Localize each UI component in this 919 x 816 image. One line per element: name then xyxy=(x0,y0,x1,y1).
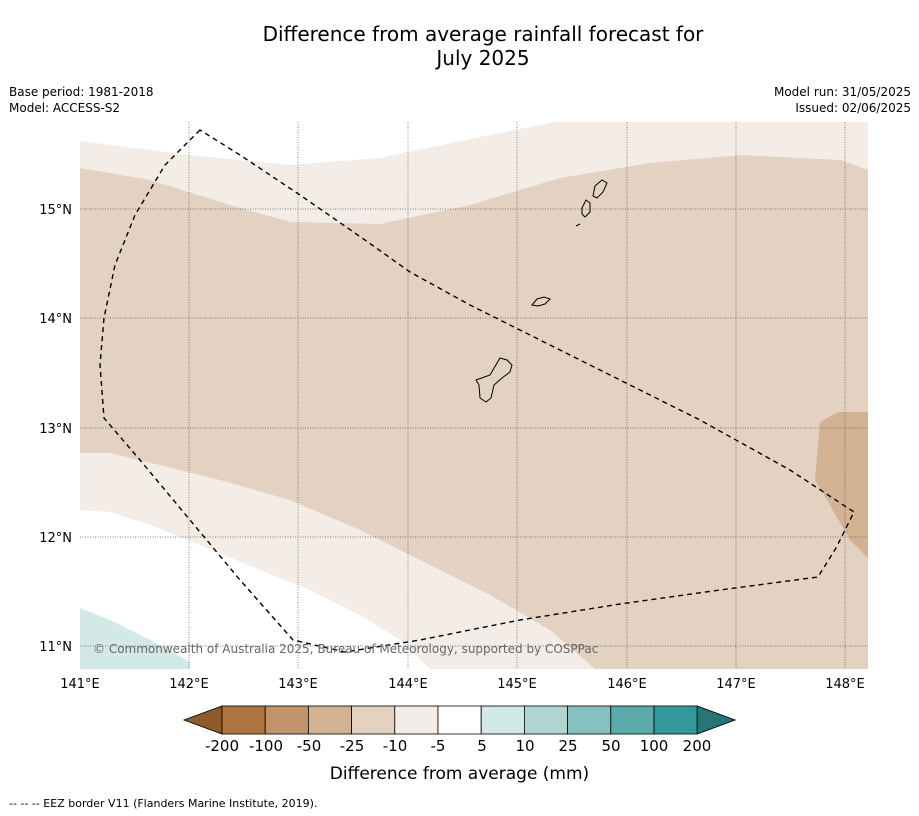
colorbar-segment xyxy=(394,705,439,735)
model-run-text: Model run: 31/05/2025 xyxy=(773,85,911,99)
colorbar-segment xyxy=(221,705,266,735)
colorbar-segment xyxy=(264,705,309,735)
title-line-1: Difference from average rainfall forecas… xyxy=(262,22,704,46)
colorbar-extend-left xyxy=(182,705,223,735)
lon-tick-label: 147°E xyxy=(716,677,756,692)
colorbar-segment xyxy=(351,705,396,735)
colorbar-tick-label: 100 xyxy=(640,737,669,755)
island-guam xyxy=(475,357,513,403)
island-rota xyxy=(531,296,551,307)
colorbar-tick-labels: -200 -100 -50 -25 -10 -5 5 10 25 50 100 … xyxy=(205,737,711,755)
colorbar-label: Difference from average (mm) xyxy=(329,764,590,784)
island-tinian xyxy=(581,199,591,218)
anomaly-region-wet xyxy=(80,608,190,669)
lat-tick-label: 14°N xyxy=(39,312,72,327)
colorbar-tick-label: -100 xyxy=(249,737,283,755)
colorbar-segment xyxy=(437,705,482,735)
lon-axis: 141°E 142°E 143°E 144°E 145°E 146°E 147°… xyxy=(60,677,865,692)
lat-tick-label: 15°N xyxy=(39,203,72,218)
colorbar-segment xyxy=(653,705,698,735)
eez-border xyxy=(99,129,855,653)
title-line-2: July 2025 xyxy=(436,46,530,70)
lat-tick-label: 12°N xyxy=(39,531,72,546)
gridlines xyxy=(80,122,868,669)
lon-tick-label: 146°E xyxy=(607,677,647,692)
map-area: © Commonwealth of Australia 2025, Bureau… xyxy=(80,122,868,669)
lon-tick-label: 141°E xyxy=(60,677,100,692)
lat-tick-label: 11°N xyxy=(39,640,72,655)
lon-tick-label: 142°E xyxy=(169,677,209,692)
colorbar-segment xyxy=(524,705,569,735)
colorbar-tick-label: -5 xyxy=(431,737,446,755)
colorbar-tick-label: 10 xyxy=(515,737,534,755)
anomaly-region-dry xyxy=(80,155,868,669)
lon-tick-label: 145°E xyxy=(497,677,537,692)
lon-tick-label: 144°E xyxy=(388,677,428,692)
colorbar-segment xyxy=(567,705,612,735)
eez-footnote: -- -- -- EEZ border V11 (Flanders Marine… xyxy=(9,797,318,810)
issued-text: Issued: 02/06/2025 xyxy=(795,101,911,115)
colorbar-tick-label: -25 xyxy=(340,737,365,755)
anomaly-region-neutral-north xyxy=(80,122,555,165)
anomaly-region-drier xyxy=(815,412,868,558)
colorbar-tick-label: -50 xyxy=(297,737,322,755)
colorbar-segment xyxy=(307,705,352,735)
anomaly-region-neutral xyxy=(80,510,430,669)
lon-tick-label: 143°E xyxy=(278,677,318,692)
colorbar xyxy=(182,705,737,735)
islands xyxy=(475,179,608,403)
model-text: Model: ACCESS-S2 xyxy=(9,101,121,115)
island-aguijan xyxy=(575,223,581,227)
map-title: Difference from average rainfall forecas… xyxy=(0,22,919,70)
colorbar-tick-label: -200 xyxy=(205,737,239,755)
meta-left: Base period: 1981-2018 Model: ACCESS-S2 xyxy=(9,84,154,116)
colorbar-tick-label: 200 xyxy=(683,737,712,755)
lat-tick-label: 13°N xyxy=(39,422,72,437)
colorbar-tick-label: 25 xyxy=(558,737,577,755)
colorbar-tick-label: 50 xyxy=(601,737,620,755)
copyright-text: © Commonwealth of Australia 2025, Bureau… xyxy=(93,642,598,656)
colorbar-segment xyxy=(610,705,655,735)
base-period-text: Base period: 1981-2018 xyxy=(9,85,154,99)
meta-right: Model run: 31/05/2025 Issued: 02/06/2025 xyxy=(774,84,911,116)
colorbar-tick-label: -10 xyxy=(383,737,408,755)
colorbar-extend-right xyxy=(696,705,737,735)
colorbar-tick-label: 5 xyxy=(477,737,487,755)
lat-axis: 15°N 14°N 13°N 12°N 11°N xyxy=(39,203,72,655)
island-saipan xyxy=(592,179,608,199)
colorbar-segment xyxy=(480,705,525,735)
lon-tick-label: 148°E xyxy=(825,677,865,692)
